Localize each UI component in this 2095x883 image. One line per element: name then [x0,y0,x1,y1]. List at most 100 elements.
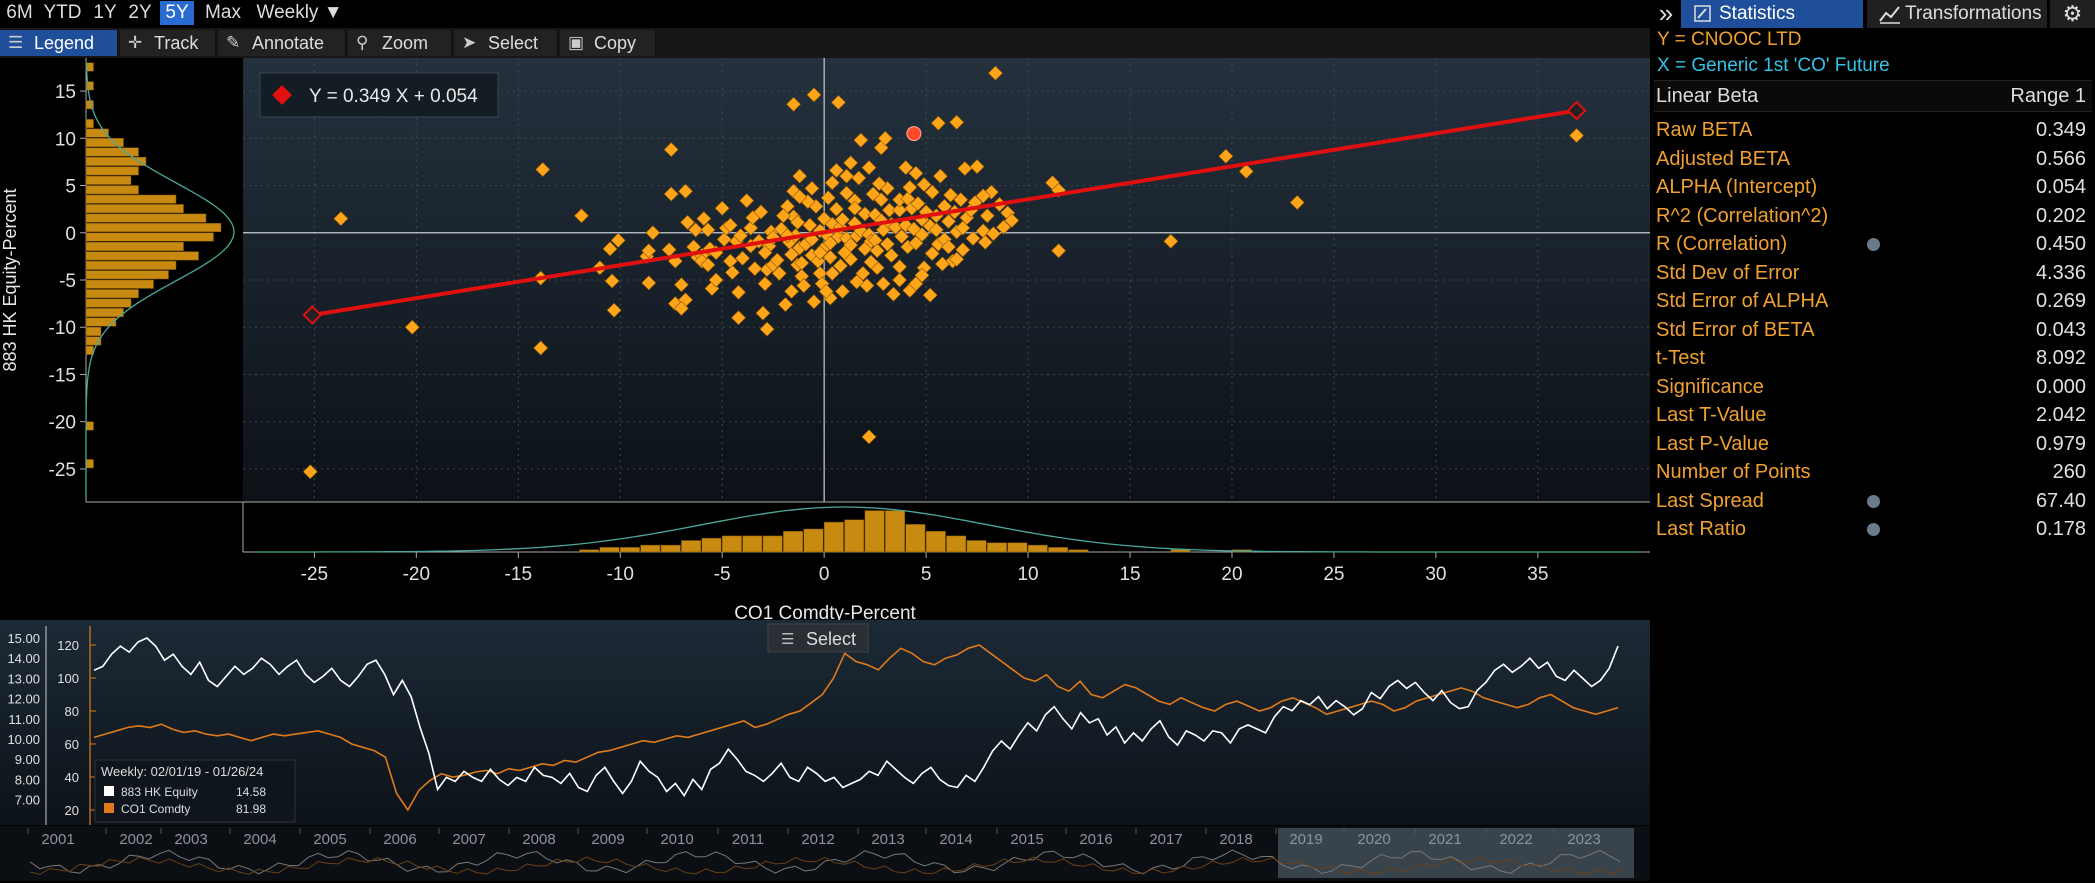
range-2y-button[interactable]: 2Y [128,2,152,23]
scatter-point[interactable] [969,159,985,175]
scatter-point[interactable] [1289,195,1305,211]
scatter-point[interactable] [863,254,879,270]
scatter-point[interactable] [708,272,724,288]
scatter-point[interactable] [955,242,971,258]
scatter-point[interactable] [930,115,946,131]
scatter-point[interactable] [733,228,749,244]
scatter-point[interactable] [673,277,689,293]
scatter-point[interactable] [965,230,981,246]
scatter-point[interactable] [941,239,957,255]
scatter-point[interactable] [922,287,938,303]
scatter-point[interactable] [1238,163,1254,179]
info-icon[interactable] [1867,494,1880,508]
scatter-point[interactable] [604,273,620,289]
scatter-point[interactable] [790,214,806,230]
scatter-point[interactable] [784,283,800,299]
stat-row[interactable]: Last T-Value 2.042 [1656,401,2086,429]
scatter-point[interactable] [914,267,930,283]
scatter-point[interactable] [677,183,693,199]
range-1y-button[interactable]: 1Y [93,2,117,23]
scatter-point[interactable] [1163,233,1179,249]
scatter-point[interactable] [771,265,787,281]
scatter-point[interactable] [941,213,957,229]
stat-row[interactable]: t-Test 8.092 [1656,344,2086,372]
tool-select-button[interactable]: ➤ Select [454,30,558,56]
scatter-point[interactable] [835,212,850,228]
price-history-chart[interactable]: 15.00 14.00 13.00 12.00 11.00 10.00 9.00 8.00 7.… [0,620,1650,825]
stat-row[interactable]: Raw BETA 0.349 [1656,116,2086,144]
scatter-point[interactable] [835,283,850,299]
range-max-button[interactable]: Max [205,2,241,23]
scatter-point[interactable] [873,192,889,208]
scatter-point[interactable] [853,132,869,148]
scatter-point[interactable] [828,201,844,217]
scatter-point[interactable] [645,225,661,241]
scatter-point[interactable] [535,161,551,177]
stat-row[interactable]: ALPHA (Intercept) 0.054 [1656,173,2086,201]
range-ytd-button[interactable]: YTD [43,2,82,23]
stat-row[interactable]: Std Dev of Error 4.336 [1656,259,2086,287]
scatter-point[interactable] [1569,127,1585,143]
scatter-point[interactable] [1004,212,1020,228]
tool-track-button[interactable]: ✛ Track [120,30,216,56]
gear-icon[interactable]: ⚙ [2050,0,2095,28]
scatter-point[interactable] [975,188,991,204]
scatter-point[interactable] [574,208,589,224]
scatter-point[interactable] [722,217,738,233]
scatter-point[interactable] [777,297,793,313]
tool-annotate-button[interactable]: ✎ Annotate [218,30,346,56]
scatter-point[interactable] [757,276,773,292]
scatter-point[interactable] [843,155,859,171]
scatter-point[interactable] [881,202,897,218]
scatter-point[interactable] [1051,243,1067,259]
series-legend[interactable]: Weekly: 02/01/19 - 01/26/24 883 HK Equit… [94,759,296,823]
scatter-point[interactable] [1218,148,1234,164]
stat-row[interactable]: Last Spread 67.40 [1656,487,2086,515]
collapse-panel-icon[interactable]: » [1658,0,1674,28]
scatter-point[interactable] [786,96,802,112]
scatter-point[interactable] [775,208,791,224]
scatter-point[interactable] [663,186,679,202]
stat-row[interactable]: R^2 (Correlation^2) 0.202 [1656,202,2086,230]
scatter-point[interactable] [820,190,836,206]
stat-row[interactable]: Last P-Value 0.979 [1656,430,2086,458]
scatter-point[interactable] [716,231,732,247]
scatter-point[interactable] [784,246,800,262]
scatter-point[interactable] [996,219,1012,235]
scatter-point[interactable] [851,170,867,186]
range-weekly-button[interactable]: Weekly ▼ [256,2,343,23]
scatter-chart[interactable]: 15 10 5 0 -5 -10 -15 -20 -25 -25 -20 -15 -10 -5 0 5 10 1… [0,58,1650,683]
scatter-point[interactable] [824,265,840,281]
scatter-point[interactable] [847,200,863,216]
scatter-point[interactable] [688,222,704,238]
scatter-point[interactable] [700,222,716,238]
scatter-point[interactable] [943,187,959,203]
scatter-point[interactable] [641,275,657,291]
scatter-point[interactable] [987,65,1003,81]
scatter-point[interactable] [830,94,846,110]
scatter-point[interactable] [806,294,822,310]
scatter-point[interactable] [602,241,618,257]
scatter-point[interactable] [908,165,924,181]
scatter-point[interactable] [824,175,840,191]
range-5y-button[interactable]: 5Y [160,1,194,25]
scatter-point[interactable] [680,214,696,230]
scatter-point[interactable] [757,245,773,261]
scatter-point[interactable] [533,340,549,356]
scatter-point[interactable] [877,130,893,146]
scatter-point[interactable] [641,243,657,259]
select-button[interactable]: ☰ Select [767,623,869,653]
scatter-point[interactable] [869,243,885,259]
range-6m-button[interactable]: 6M [6,2,33,23]
scatter-point[interactable] [955,220,971,236]
scatter-point[interactable] [806,87,822,103]
scatter-point[interactable] [932,168,948,184]
scatter-point[interactable] [606,302,622,318]
scatter-point[interactable] [755,305,771,321]
scatter-point[interactable] [898,160,914,176]
scatter-point[interactable] [839,168,855,184]
scatter-point[interactable] [731,310,747,326]
scatter-point[interactable] [957,161,973,177]
stat-row[interactable]: Std Error of BETA 0.043 [1656,316,2086,344]
scatter-point[interactable] [769,252,785,268]
